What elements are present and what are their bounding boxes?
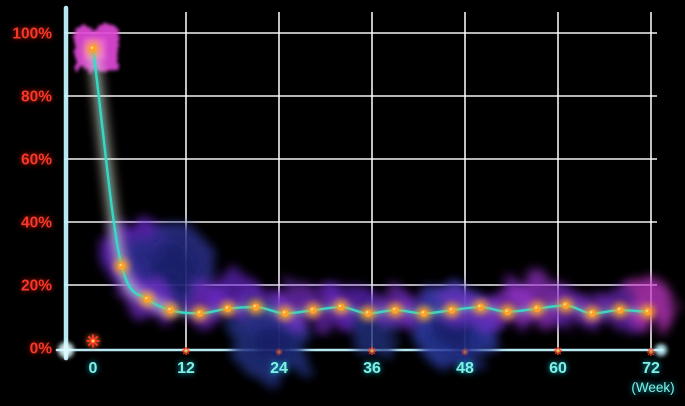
axis-mark-ray — [461, 348, 469, 356]
x-axis-unit-label: (Week) — [631, 380, 674, 395]
data-point-highlight — [505, 309, 508, 312]
data-point-highlight — [617, 308, 621, 311]
data-point-highlight — [145, 296, 148, 300]
data-point-highlight — [225, 306, 229, 309]
y-tick-label: 80% — [21, 89, 52, 106]
axis-mark-red — [647, 348, 655, 356]
data-point — [476, 303, 485, 311]
data-point-layer — [85, 41, 656, 321]
decor-blob-layer — [73, 27, 675, 382]
data-point — [166, 306, 175, 314]
data-point-highlight — [90, 46, 94, 49]
data-point — [89, 45, 97, 53]
y-tick-label: 20% — [21, 278, 52, 295]
axis-mark-red — [182, 347, 190, 355]
x-tick-label: 48 — [456, 360, 474, 377]
data-point-highlight — [310, 308, 314, 311]
data-point-highlight — [197, 311, 201, 314]
x-tick-label: 0 — [89, 360, 98, 377]
axis-origin-glow — [58, 342, 74, 358]
data-point — [644, 308, 652, 316]
axis-mark-red — [368, 347, 376, 355]
x-tick-label: 72 — [642, 360, 660, 377]
axis-mark-center — [649, 350, 653, 354]
data-point — [252, 303, 260, 311]
axis-mark-ray — [275, 348, 283, 356]
data-point — [364, 309, 372, 317]
data-point — [562, 301, 570, 310]
data-point — [448, 306, 456, 314]
data-point-highlight — [449, 308, 453, 311]
data-point-highlight — [478, 304, 481, 308]
data-point — [504, 308, 512, 316]
data-point-highlight — [338, 304, 342, 308]
tick-label-layer: (Week) 0% 20% 40% 60% 80% 100% 0 12 24 36 48 60 72 — [12, 26, 674, 396]
data-point-highlight — [563, 303, 566, 306]
data-point — [616, 306, 624, 314]
data-point-highlight — [283, 311, 286, 314]
y-tick-label: 100% — [12, 26, 52, 43]
x-tick-label: 12 — [177, 360, 195, 377]
axis-mark-center — [370, 349, 374, 353]
axis-mark-center — [184, 349, 188, 353]
axis-mark-center — [463, 350, 467, 354]
data-point — [533, 305, 541, 313]
data-point-highlight — [534, 306, 538, 309]
data-point-highlight — [365, 311, 369, 314]
axis-mark-layer — [86, 334, 655, 356]
x-tick-label: 60 — [549, 360, 567, 377]
axis-mark-red — [275, 348, 283, 356]
axis-mark-red — [461, 348, 469, 356]
data-point-highlight — [645, 309, 649, 312]
axis-mark-red — [86, 334, 100, 348]
axis-mark-center — [277, 350, 281, 354]
paint-blob — [624, 278, 675, 329]
data-point — [588, 309, 596, 317]
data-point-highlight — [168, 308, 171, 311]
axis-mark-center — [91, 339, 95, 343]
axis-mark-red — [554, 347, 562, 355]
data-point-highlight — [589, 311, 593, 314]
data-point — [118, 262, 126, 270]
x-tick-label: 24 — [270, 360, 288, 377]
data-point — [337, 303, 345, 311]
data-point-highlight — [119, 263, 122, 267]
data-point — [420, 309, 428, 317]
data-point — [224, 305, 232, 313]
y-tick-label: 60% — [21, 152, 52, 169]
axis-mark-ray — [275, 348, 283, 356]
data-point-highlight — [253, 304, 256, 308]
data-point — [391, 306, 399, 314]
data-point — [281, 309, 289, 317]
y-tick-label: 0% — [30, 341, 53, 358]
data-point — [196, 309, 204, 317]
data-point — [143, 295, 151, 303]
axis-mark-ray — [461, 348, 469, 356]
data-point-highlight — [393, 308, 396, 311]
x-axis-end-glow — [655, 344, 667, 356]
paint-blob — [251, 321, 292, 362]
y-tick-label: 40% — [21, 215, 52, 232]
data-point-highlight — [421, 311, 425, 314]
data-point — [309, 306, 317, 314]
axis-mark-center — [556, 349, 560, 353]
x-tick-label: 36 — [363, 360, 381, 377]
